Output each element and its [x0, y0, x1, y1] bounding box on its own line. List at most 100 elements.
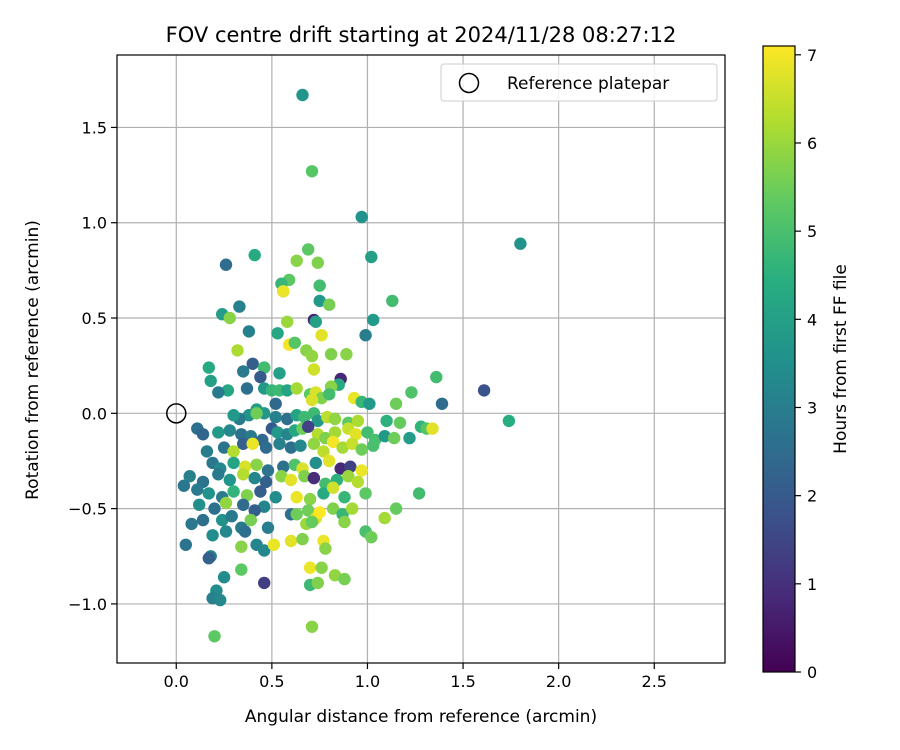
x-tick-label: 2.5 — [642, 672, 667, 691]
scatter-point — [328, 569, 342, 582]
scatter-point — [275, 470, 288, 483]
scatter-point — [269, 410, 282, 424]
scatter-point — [269, 491, 282, 504]
scatter-point — [342, 470, 355, 483]
scatter-point — [328, 426, 342, 439]
scatter-point — [281, 315, 294, 328]
legend-label: Reference platepar — [507, 74, 669, 94]
scatter-point — [294, 439, 307, 452]
scatter-point — [248, 248, 261, 262]
colorbar-ticks: 0 1 2 3 4 5 6 7 — [795, 46, 817, 682]
scatter-point — [233, 300, 246, 313]
scatter-point — [196, 513, 210, 527]
scatter-point — [227, 456, 240, 470]
scatter-point — [296, 532, 309, 546]
scatter-point — [403, 431, 416, 445]
scatter-point — [179, 538, 192, 551]
chart-title: FOV centre drift starting at 2024/11/28 … — [166, 23, 677, 47]
scatter-point — [365, 250, 378, 264]
scatter-point — [355, 210, 368, 224]
colorbar-tick-label: 6 — [807, 134, 817, 153]
legend: Reference platepar — [440, 63, 718, 102]
scatter-point — [389, 502, 403, 515]
scatter-point — [351, 475, 365, 489]
scatter-point — [323, 454, 336, 468]
scatter-point — [338, 572, 351, 586]
scatter-point — [248, 504, 261, 517]
scatter-point — [338, 515, 351, 529]
scatter-point — [240, 489, 254, 502]
scatter-point — [284, 473, 298, 487]
scatter-point — [309, 315, 322, 328]
scatter-point — [338, 491, 351, 504]
scatter-point — [204, 374, 217, 388]
scatter-point — [196, 428, 210, 441]
scatter-point — [217, 571, 231, 584]
scatter-point — [346, 502, 359, 515]
scatter-point — [284, 441, 298, 454]
colorbar: 0 1 2 3 4 5 6 7 Hours from first FF file — [762, 45, 851, 682]
scatter-point — [435, 397, 449, 410]
scatter-point — [273, 437, 286, 450]
scatter-point — [307, 471, 321, 485]
y-tick-label: 1.5 — [82, 118, 107, 137]
scatter-point — [298, 410, 311, 424]
scatter-point — [340, 348, 353, 361]
scatter-point — [307, 437, 321, 450]
scatter-point — [351, 414, 365, 428]
scatter-point — [334, 462, 347, 475]
scatter-point — [355, 443, 368, 456]
scatter-point — [208, 502, 221, 515]
x-tick-label: 0.5 — [259, 672, 284, 691]
scatter-point — [412, 487, 426, 500]
scatter-point — [277, 460, 290, 473]
scatter-point — [250, 407, 263, 420]
scatter-point — [296, 88, 309, 102]
scatter-point — [313, 506, 326, 519]
scatter-point — [426, 422, 439, 435]
scatter-point — [367, 439, 380, 452]
scatter-point — [246, 437, 259, 450]
scatter-point — [258, 576, 271, 590]
scatter-point — [290, 508, 303, 521]
scatter-point — [430, 370, 443, 384]
scatter-point — [326, 435, 340, 449]
scatter-point — [367, 313, 380, 327]
y-tick-label: 0.5 — [82, 309, 107, 328]
scatter-point — [227, 485, 240, 498]
scatter-point — [290, 382, 303, 395]
scatter-point — [227, 445, 240, 458]
x-tick-label: 0.0 — [164, 672, 189, 691]
scatter-point — [305, 393, 319, 407]
scatter-point — [514, 237, 527, 250]
scatter-point — [328, 412, 342, 426]
x-axis-label: Angular distance from reference (arcmin) — [245, 707, 597, 727]
scatter-point — [183, 470, 196, 483]
scatter-point — [254, 485, 267, 498]
scatter-point — [258, 544, 271, 557]
scatter-point — [309, 456, 322, 470]
scatter-point — [238, 525, 252, 538]
scatter-point — [323, 388, 336, 401]
scatter-point — [313, 279, 326, 292]
scatter-point — [378, 511, 391, 525]
scatter-point — [214, 593, 227, 607]
colorbar-label: Hours from first FF file — [831, 264, 851, 454]
legend-marker-open-circle — [458, 72, 480, 94]
scatter-point — [311, 256, 324, 269]
scatter-point — [231, 344, 244, 357]
colorbar-gradient — [762, 45, 796, 673]
scatter-point — [269, 397, 282, 410]
scatter-point — [202, 361, 215, 374]
scatter-point — [219, 525, 233, 538]
scatter-point — [317, 487, 330, 500]
plot-frame — [116, 54, 726, 664]
y-axis-label: Rotation from reference (arcmin) — [23, 220, 43, 500]
scatter-point — [217, 441, 231, 454]
scatter-point — [202, 552, 215, 565]
colorbar-tick-label: 1 — [807, 575, 817, 594]
scatter-point — [336, 441, 349, 454]
grid — [117, 55, 725, 663]
scatter-point — [223, 424, 236, 437]
